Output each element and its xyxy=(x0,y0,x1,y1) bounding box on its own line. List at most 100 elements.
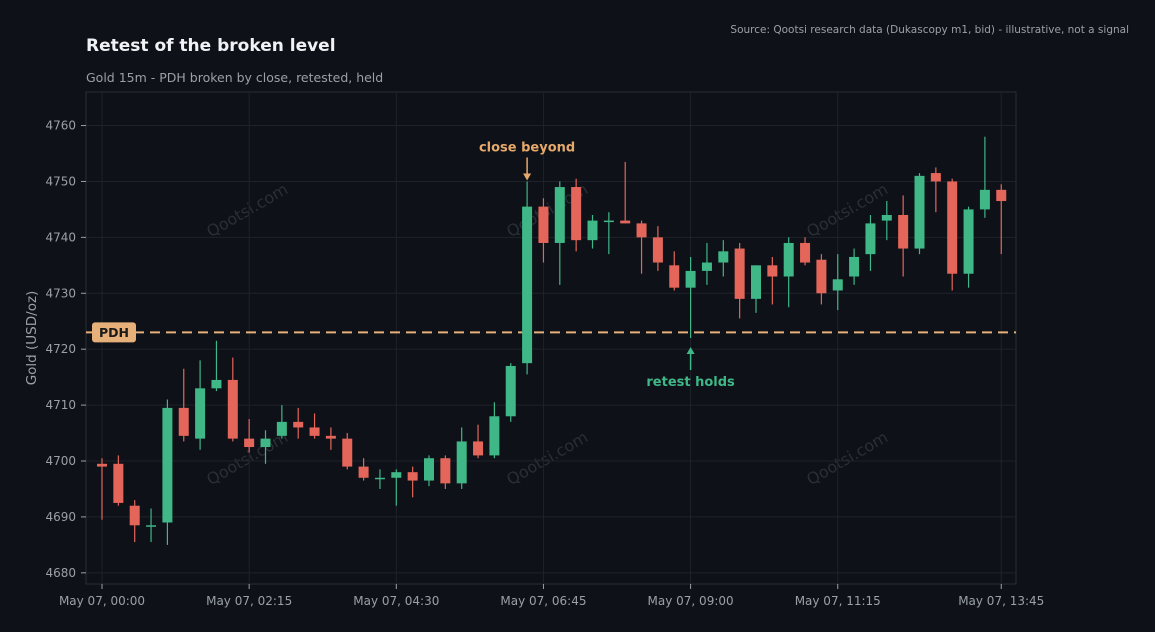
x-tick-label: May 07, 04:30 xyxy=(353,594,439,608)
candle xyxy=(407,466,418,498)
candle-body xyxy=(849,256,860,277)
candle-body xyxy=(930,173,941,182)
candle xyxy=(129,500,140,543)
candle xyxy=(800,237,811,266)
candle xyxy=(587,215,598,249)
annotation-arrow-head xyxy=(686,347,695,354)
candle xyxy=(276,405,287,439)
candle-body xyxy=(751,265,761,299)
candle-body xyxy=(260,438,271,448)
candle xyxy=(685,256,696,338)
candle xyxy=(767,256,778,305)
candle xyxy=(162,399,173,545)
candle xyxy=(113,455,124,506)
candle xyxy=(211,340,222,392)
candle xyxy=(473,424,484,459)
annotation-label: close beyond xyxy=(479,140,575,155)
candle-body xyxy=(898,215,909,249)
candles xyxy=(97,136,1007,545)
y-tick-label: 4720 xyxy=(45,342,76,356)
candle xyxy=(522,181,533,375)
candle xyxy=(505,363,516,422)
candle xyxy=(424,455,434,487)
candle xyxy=(669,251,680,291)
pdh-label-badge: PDH xyxy=(92,322,136,343)
candle-body xyxy=(685,270,696,288)
candle-body xyxy=(374,477,385,480)
candle xyxy=(554,181,565,285)
candle xyxy=(816,254,827,305)
y-axis-label: Gold (USD/oz) xyxy=(24,291,40,386)
x-tick-label: May 07, 09:00 xyxy=(648,594,734,608)
candle-body xyxy=(129,505,140,526)
y-tick-label: 4680 xyxy=(45,566,76,580)
candle xyxy=(652,226,663,271)
candle xyxy=(260,430,271,464)
y-tick-label: 4710 xyxy=(45,398,76,412)
candle-body xyxy=(734,248,745,299)
candle-body xyxy=(113,463,124,503)
candle xyxy=(178,368,189,442)
candle xyxy=(979,136,990,218)
candle xyxy=(309,413,320,439)
candle-body xyxy=(162,407,173,523)
annotation-arrow-head xyxy=(523,173,532,181)
annotations: close beyond retest holds xyxy=(479,140,735,390)
candle-body xyxy=(636,223,647,238)
candle-body xyxy=(195,388,206,439)
candle-body xyxy=(914,175,925,249)
candle-body xyxy=(391,472,402,478)
candle xyxy=(636,220,647,274)
candle xyxy=(146,508,157,543)
y-tick-label: 4740 xyxy=(45,230,76,244)
candle-body xyxy=(358,466,369,478)
candle-body xyxy=(440,458,451,484)
candle-body xyxy=(996,189,1007,202)
candle xyxy=(358,458,369,481)
candle xyxy=(718,240,729,277)
candle-body xyxy=(652,237,663,263)
candle-body xyxy=(816,259,827,294)
candle-body xyxy=(603,220,614,223)
y-tick-label: 4760 xyxy=(45,119,76,133)
y-tick-label: 4690 xyxy=(45,510,76,524)
candle-body xyxy=(587,220,598,241)
x-axis-ticks: May 07, 00:00 May 07, 02:15 May 07, 04:30 M… xyxy=(59,584,1044,608)
candle-body xyxy=(424,458,434,481)
candle xyxy=(865,215,876,271)
candle-body xyxy=(865,223,876,255)
candle xyxy=(751,265,761,313)
candle xyxy=(881,201,892,241)
candle-body xyxy=(701,262,712,271)
candle-body xyxy=(473,441,484,456)
x-tick-label: May 07, 13:45 xyxy=(958,594,1044,608)
candle xyxy=(898,195,909,277)
candle-body xyxy=(97,463,107,467)
candle-body xyxy=(456,441,467,484)
candle-body xyxy=(342,438,353,467)
candle xyxy=(489,402,500,459)
candle-body xyxy=(571,187,582,241)
candle-body xyxy=(211,379,222,389)
y-tick-label: 4730 xyxy=(45,286,76,300)
candle xyxy=(456,427,467,489)
candle xyxy=(538,198,549,263)
candle-body xyxy=(800,242,811,263)
candle-body xyxy=(276,421,287,436)
annotation-label: retest holds xyxy=(646,375,735,390)
candle xyxy=(97,458,107,520)
candle xyxy=(325,427,336,450)
candle xyxy=(227,357,238,442)
candle xyxy=(930,167,941,213)
candle xyxy=(849,248,860,285)
candle xyxy=(963,206,974,288)
y-tick-label: 4700 xyxy=(45,454,76,468)
candle-body xyxy=(325,435,336,439)
candle xyxy=(571,178,582,252)
plot-area xyxy=(85,91,1017,585)
chart-title: Retest of the broken level xyxy=(86,36,336,56)
candle-body xyxy=(407,472,418,481)
candle-body xyxy=(309,427,320,436)
candle-body xyxy=(538,206,549,243)
candle xyxy=(996,184,1007,255)
